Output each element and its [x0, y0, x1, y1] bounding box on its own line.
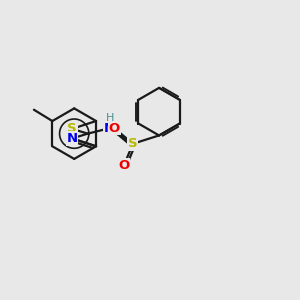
Text: S: S — [128, 137, 138, 150]
Text: O: O — [109, 122, 120, 135]
Text: O: O — [118, 159, 130, 172]
Text: H: H — [106, 113, 114, 123]
Text: S: S — [67, 122, 77, 135]
Text: N: N — [103, 122, 115, 135]
Text: N: N — [67, 132, 78, 145]
